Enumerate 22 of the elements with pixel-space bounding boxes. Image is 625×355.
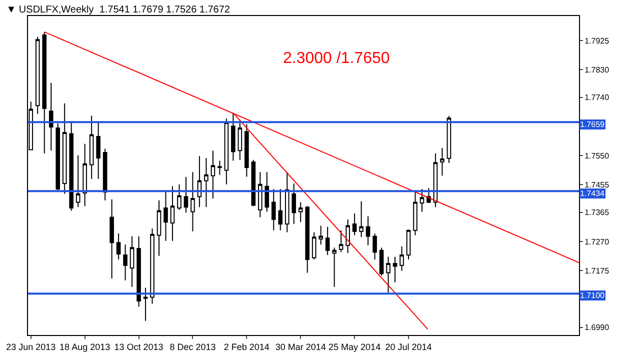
ref-line-label: 1.7434 [580,189,606,198]
x-tick-label: 23 Jun 2013 [6,342,56,352]
x-tick-label: 2 Feb 2014 [224,342,270,352]
x-tick-label: 30 Mar 2014 [275,342,326,352]
y-tick-label: 1.7830 [584,65,610,74]
y-tick-label: 1.7740 [584,93,610,102]
x-tick-label: 25 May 2014 [328,342,381,352]
y-tick-label: 1.7175 [584,266,610,276]
x-tick-label: 18 Aug 2013 [60,342,110,352]
annotation: 2.3000 /1.7650 [283,50,390,67]
x-tick-label: 13 Oct 2013 [114,342,164,352]
chart-title: ▼ USDLFX,Weekly 1.7541 1.7679 1.7526 1.7672 [6,4,230,16]
y-tick-label: 1.7455 [584,180,610,190]
ref-line-label: 1.7100 [580,291,606,300]
y-tick-label: 1.7550 [584,151,610,160]
y-tick-label: 1.7270 [584,237,610,246]
y-tick-label: 1.7365 [584,208,610,218]
x-tick-label: 8 Dec 2013 [170,342,216,352]
x-tick-label: 20 Jul 2014 [385,342,432,352]
ref-line-label: 1.7659 [580,120,606,129]
y-tick-label: 1.7925 [584,36,610,46]
y-tick-label: 1.6990 [584,323,610,332]
